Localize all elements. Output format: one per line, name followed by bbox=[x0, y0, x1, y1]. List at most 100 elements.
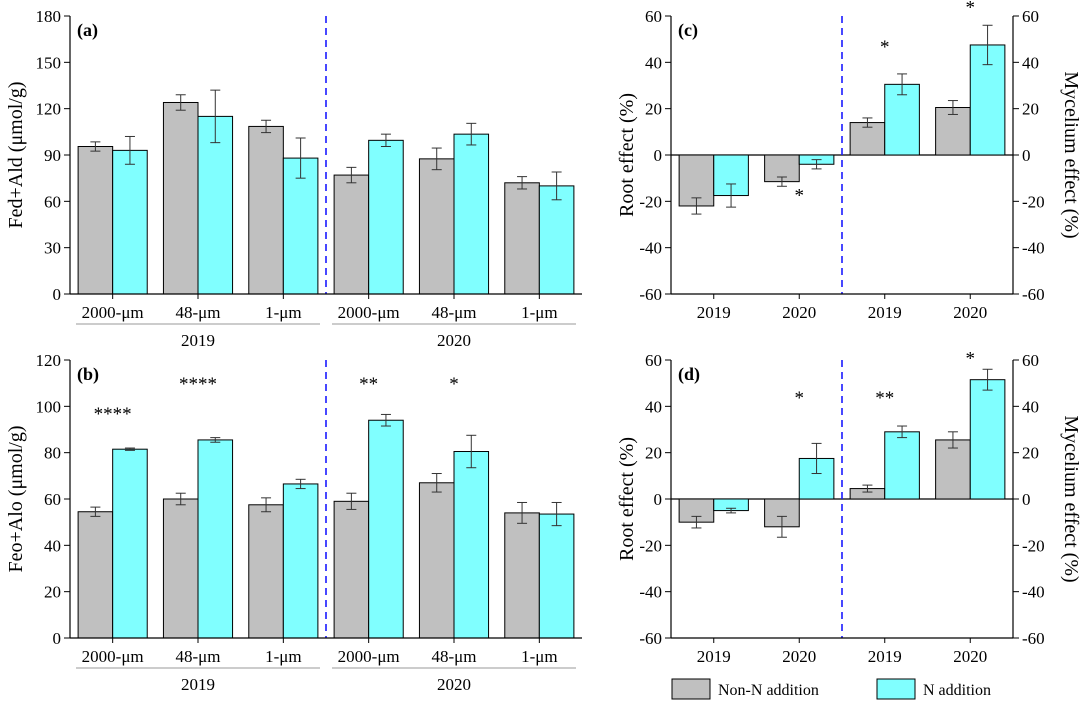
y-tick-label: 90 bbox=[44, 146, 61, 165]
y-tick-label-right: 20 bbox=[1022, 100, 1039, 119]
bar-non-n bbox=[248, 125, 284, 295]
y-tick-label-right: -20 bbox=[1022, 536, 1045, 555]
bar-non-n bbox=[418, 482, 455, 639]
bar-n bbox=[538, 185, 575, 295]
y-tick-label: 120 bbox=[36, 351, 62, 370]
x-tick-label: 2020 bbox=[953, 303, 987, 322]
bar-n bbox=[282, 483, 319, 639]
bar-n bbox=[969, 379, 1006, 500]
y-axis-title: Feo+Alo (μmol/g) bbox=[5, 426, 27, 573]
x-tick-label: 2019 bbox=[868, 303, 902, 322]
y-tick-label-right: -40 bbox=[1022, 239, 1045, 258]
y-tick-label: 0 bbox=[654, 146, 663, 165]
legend-swatch-n bbox=[876, 678, 916, 700]
y-tick-label: 40 bbox=[645, 53, 662, 72]
y-tick-label: 40 bbox=[44, 536, 61, 555]
y-axis-title: Root effect (%) bbox=[616, 93, 638, 217]
bar-n bbox=[112, 448, 148, 639]
bar-non-n bbox=[162, 498, 199, 639]
panel-label: (c) bbox=[678, 20, 698, 41]
y-tick-label: 0 bbox=[53, 629, 62, 648]
y-tick-label: 120 bbox=[36, 100, 62, 119]
bar-n bbox=[368, 419, 404, 639]
bar-non-n bbox=[248, 504, 284, 639]
y-tick-label-right: 0 bbox=[1022, 490, 1031, 509]
y-tick-label: 0 bbox=[654, 490, 663, 509]
y-tick-label: -20 bbox=[639, 192, 662, 211]
x-tick-label: 1-μm bbox=[265, 647, 302, 666]
bar-non-n bbox=[77, 511, 114, 639]
panel-label: (d) bbox=[678, 364, 700, 385]
significance-marker: * bbox=[966, 0, 976, 19]
significance-marker: * bbox=[795, 185, 805, 206]
year-group-label: 2019 bbox=[181, 331, 215, 350]
significance-marker: ** bbox=[875, 388, 894, 409]
x-tick-label: 2000-μm bbox=[338, 647, 400, 666]
y-axis-title: Fed+Ald (μmol/g) bbox=[5, 82, 27, 229]
x-tick-label: 48-μm bbox=[176, 303, 221, 322]
x-tick-label: 48-μm bbox=[176, 647, 221, 666]
legend-label-n: N addition bbox=[923, 682, 991, 699]
significance-marker: * bbox=[449, 374, 459, 395]
bar-non-n bbox=[77, 146, 114, 295]
x-tick-label: 48-μm bbox=[432, 647, 477, 666]
panel-a-chart: 0 30 60 90 120 150 180 2000-μm 48-μm 1-μm 2000-μm 4… bbox=[5, 7, 582, 350]
y-tick-label: 0 bbox=[53, 285, 62, 304]
y-tick-label: 100 bbox=[36, 397, 62, 416]
bar-non-n bbox=[418, 158, 455, 295]
x-tick-label: 2000-μm bbox=[82, 303, 144, 322]
bar-n bbox=[368, 139, 404, 295]
y-tick-label-right: -40 bbox=[1022, 583, 1045, 602]
y-tick-label-right: 20 bbox=[1022, 444, 1039, 463]
panel-b-chart: 0 20 40 60 80 100 120 2000-μm 48-μm 1-μm 2000-μm 48… bbox=[5, 351, 582, 694]
y-tick-label: -20 bbox=[639, 536, 662, 555]
x-tick-label: 2000-μm bbox=[338, 303, 400, 322]
y-tick-label: 60 bbox=[645, 7, 662, 26]
panel-label: (a) bbox=[77, 20, 98, 41]
y-tick-label: -60 bbox=[639, 629, 662, 648]
y-tick-label: -60 bbox=[639, 285, 662, 304]
x-tick-label: 1-μm bbox=[265, 303, 302, 322]
y-tick-label: 30 bbox=[44, 239, 61, 258]
bar-n bbox=[453, 451, 490, 639]
significance-marker: ** bbox=[359, 374, 378, 395]
bar-n bbox=[453, 133, 490, 295]
significance-marker: * bbox=[795, 388, 805, 409]
y-tick-label: 60 bbox=[44, 490, 61, 509]
y-tick-label: 20 bbox=[44, 583, 61, 602]
significance-marker: * bbox=[966, 349, 976, 370]
year-group-label: 2020 bbox=[437, 675, 471, 694]
y-tick-label: 60 bbox=[645, 351, 662, 370]
legend: Non-N addition N addition bbox=[671, 678, 991, 700]
x-tick-label: 2020 bbox=[782, 647, 816, 666]
bar-non-n bbox=[849, 122, 886, 156]
y-tick-label-right: 60 bbox=[1022, 7, 1039, 26]
significance-marker: **** bbox=[179, 374, 217, 395]
y-axis-title-right: Mycelium effect (%) bbox=[1060, 415, 1080, 582]
y-tick-label-right: -60 bbox=[1022, 285, 1045, 304]
bar-n bbox=[282, 157, 319, 295]
y-tick-label: 150 bbox=[36, 53, 62, 72]
y-tick-label: 20 bbox=[645, 100, 662, 119]
year-group-label: 2020 bbox=[437, 331, 471, 350]
bar-non-n bbox=[333, 500, 370, 639]
y-tick-label: 80 bbox=[44, 444, 61, 463]
bar-non-n bbox=[333, 174, 370, 295]
legend-label-non-n: Non-N addition bbox=[718, 682, 819, 699]
significance-marker: **** bbox=[94, 404, 132, 425]
x-tick-label: 2019 bbox=[868, 647, 902, 666]
x-tick-label: 2020 bbox=[782, 303, 816, 322]
legend-swatch-non-n bbox=[671, 678, 711, 700]
bar-n bbox=[112, 149, 148, 295]
x-tick-label: 48-μm bbox=[432, 303, 477, 322]
x-tick-label: 2020 bbox=[953, 647, 987, 666]
y-axis-title-right: Mycelium effect (%) bbox=[1060, 71, 1080, 238]
y-tick-label: -40 bbox=[639, 239, 662, 258]
y-tick-label-right: 60 bbox=[1022, 351, 1039, 370]
y-tick-label-right: -20 bbox=[1022, 192, 1045, 211]
bar-n bbox=[884, 83, 920, 156]
y-axis-title: Root effect (%) bbox=[616, 437, 638, 561]
